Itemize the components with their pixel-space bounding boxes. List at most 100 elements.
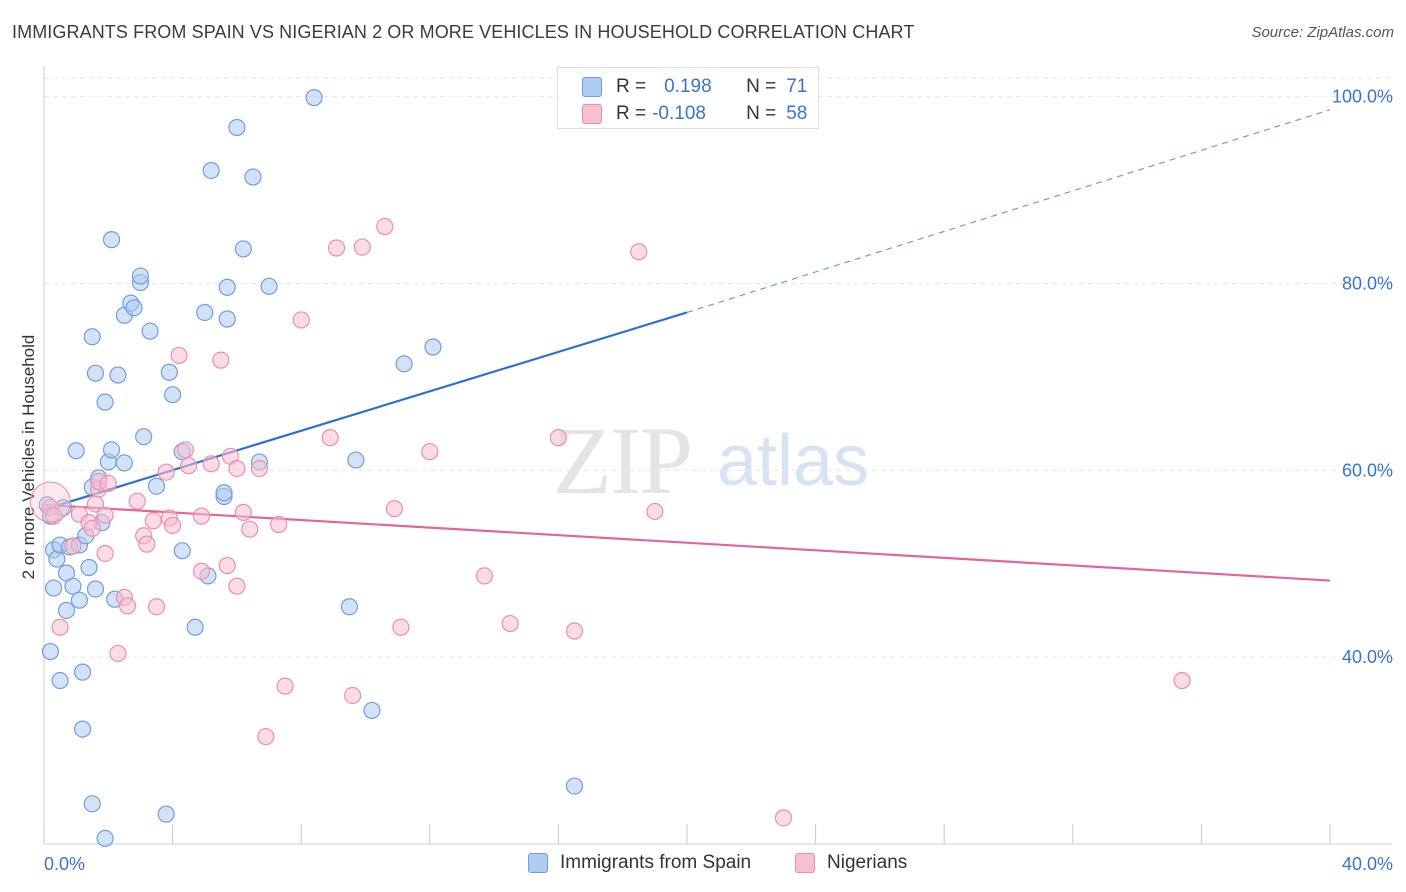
legend-item-nigerians: Nigerians [795, 852, 907, 874]
point-nigerians [138, 535, 156, 553]
point-spain [86, 364, 105, 382]
legend-swatch-nigerians [795, 853, 815, 873]
point-nigerians [353, 238, 371, 256]
point-spain [73, 663, 92, 681]
point-nigerians [270, 515, 288, 534]
grid-lines [44, 77, 1392, 658]
point-nigerians [774, 809, 793, 827]
point-spain [57, 601, 76, 620]
legend-item-spain: Immigrants from Spain [528, 852, 751, 874]
point-spain [196, 303, 214, 322]
point-nigerians [109, 644, 127, 663]
point-spain [125, 299, 143, 317]
legend-row-spain: R = 0.198 N = 71 [582, 74, 807, 100]
point-nigerians [164, 516, 182, 535]
point-nigerians [83, 519, 101, 537]
point-nigerians [118, 597, 137, 615]
point-spain [157, 805, 175, 823]
point-spain [131, 267, 150, 285]
point-spain [86, 580, 105, 598]
point-nigerians [344, 686, 362, 705]
point-nigerians [228, 459, 246, 478]
point-spain [260, 277, 278, 295]
point-nigerians [128, 492, 146, 510]
point-nigerians [501, 614, 519, 633]
point-spain [115, 454, 133, 472]
point-spain [244, 168, 262, 186]
point-nigerians [192, 507, 211, 525]
point-nigerians [421, 443, 439, 461]
point-nigerians [376, 217, 394, 236]
source-label: Source: ZipAtlas.com [1251, 24, 1394, 41]
point-nigerians [385, 500, 404, 518]
point-nigerians [45, 507, 63, 525]
point-nigerians [212, 351, 230, 369]
point-spain [218, 310, 236, 328]
legend-r-label: R = [616, 76, 647, 97]
point-spain [186, 618, 204, 636]
point-spain [173, 542, 191, 560]
point-spain [565, 777, 584, 795]
point-nigerians [218, 557, 236, 575]
point-spain [340, 598, 359, 616]
series-legend: Immigrants from Spain Nigerians [0, 852, 1406, 878]
point-nigerians [202, 455, 220, 473]
point-nigerians [250, 459, 269, 478]
y-tick-label: 60.0% [1342, 460, 1393, 480]
point-spain [80, 558, 98, 577]
point-spain [48, 550, 66, 568]
legend-n-value: 58 [786, 103, 808, 124]
watermark-atlas: atlas [717, 421, 870, 501]
point-nigerians [96, 544, 114, 563]
point-nigerians [292, 311, 310, 329]
point-nigerians [276, 677, 294, 695]
point-nigerians [147, 598, 166, 616]
legend-r-value: -0.108 [652, 103, 706, 124]
point-nigerians [180, 457, 198, 475]
trend-line-spain [43, 311, 688, 511]
point-nigerians [646, 502, 664, 521]
trend-line-nigerians [43, 503, 1331, 582]
y-tick-label: 100.0% [1332, 87, 1393, 107]
point-spain [228, 118, 246, 137]
point-nigerians [241, 520, 259, 538]
legend-n-label: N = [746, 103, 777, 124]
point-nigerians [327, 239, 346, 257]
point-nigerians [1173, 671, 1191, 690]
trend-lines [43, 109, 1331, 582]
point-spain [70, 591, 88, 609]
tick-labels: 40.0% 60.0% 80.0% 100.0% 0.0% 40.0% [44, 87, 1393, 874]
point-nigerians [144, 512, 162, 530]
legend-swatch-spain [528, 853, 548, 873]
point-nigerians [257, 727, 275, 746]
legend-swatch-spain [582, 77, 602, 97]
legend-r-value: 0.198 [664, 76, 712, 97]
point-nigerians [234, 503, 252, 521]
point-spain [83, 795, 101, 813]
point-spain [41, 642, 60, 661]
point-spain [45, 579, 63, 597]
legend-n-label: N = [746, 76, 777, 97]
point-spain [147, 477, 166, 495]
chart-title: IMMIGRANTS FROM SPAIN VS NIGERIAN 2 OR M… [12, 22, 915, 42]
watermark-zip: ZIP [553, 407, 693, 514]
point-spain [64, 577, 82, 595]
point-spain [234, 240, 252, 258]
point-spain [102, 231, 121, 249]
point-spain [215, 484, 233, 502]
legend-r-label: R = [616, 103, 647, 124]
point-spain [96, 393, 114, 411]
y-tick-label: 40.0% [1342, 647, 1393, 667]
point-nigerians [64, 537, 82, 555]
point-spain [109, 366, 127, 384]
point-spain [305, 89, 323, 107]
point-spain [73, 720, 92, 738]
point-spain [51, 671, 69, 690]
point-nigerians [176, 441, 195, 459]
point-spain [160, 363, 178, 381]
point-nigerians [157, 463, 175, 481]
point-spain [395, 355, 413, 373]
x-tick-label: 0.0% [44, 854, 85, 874]
y-tick-label: 80.0% [1342, 274, 1393, 294]
